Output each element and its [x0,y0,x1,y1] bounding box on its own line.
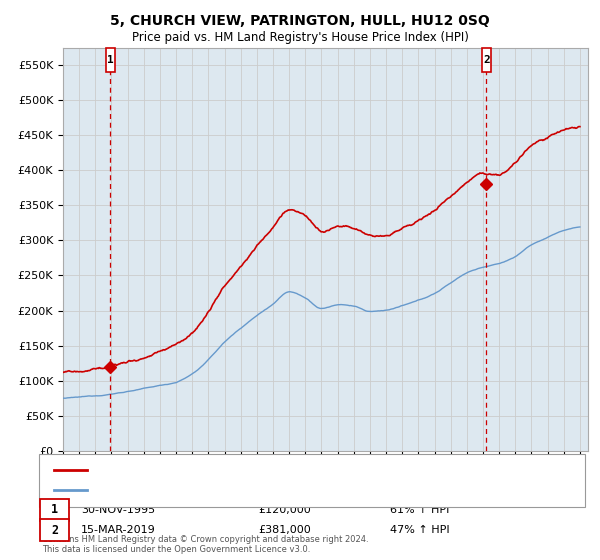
Text: 5, CHURCH VIEW, PATRINGTON, HULL, HU12 0SQ (detached house): 5, CHURCH VIEW, PATRINGTON, HULL, HU12 0… [93,465,427,475]
Bar [482,48,491,72]
Text: 47% ↑ HPI: 47% ↑ HPI [390,525,449,535]
Text: 1: 1 [51,503,58,516]
Text: Contains HM Land Registry data © Crown copyright and database right 2024.
This d: Contains HM Land Registry data © Crown c… [42,535,368,554]
Text: 5, CHURCH VIEW, PATRINGTON, HULL, HU12 0SQ: 5, CHURCH VIEW, PATRINGTON, HULL, HU12 0… [110,14,490,28]
Text: 2: 2 [483,55,490,65]
Bar [106,48,115,72]
Text: £381,000: £381,000 [258,525,311,535]
Text: HPI: Average price, detached house, East Riding of Yorkshire: HPI: Average price, detached house, East… [93,485,395,495]
Text: Price paid vs. HM Land Registry's House Price Index (HPI): Price paid vs. HM Land Registry's House … [131,31,469,44]
Text: 2: 2 [51,524,58,537]
Text: 1: 1 [107,55,113,65]
Text: 15-MAR-2019: 15-MAR-2019 [81,525,156,535]
Text: £120,000: £120,000 [258,505,311,515]
Text: 30-NOV-1995: 30-NOV-1995 [81,505,155,515]
Text: 61% ↑ HPI: 61% ↑ HPI [390,505,449,515]
